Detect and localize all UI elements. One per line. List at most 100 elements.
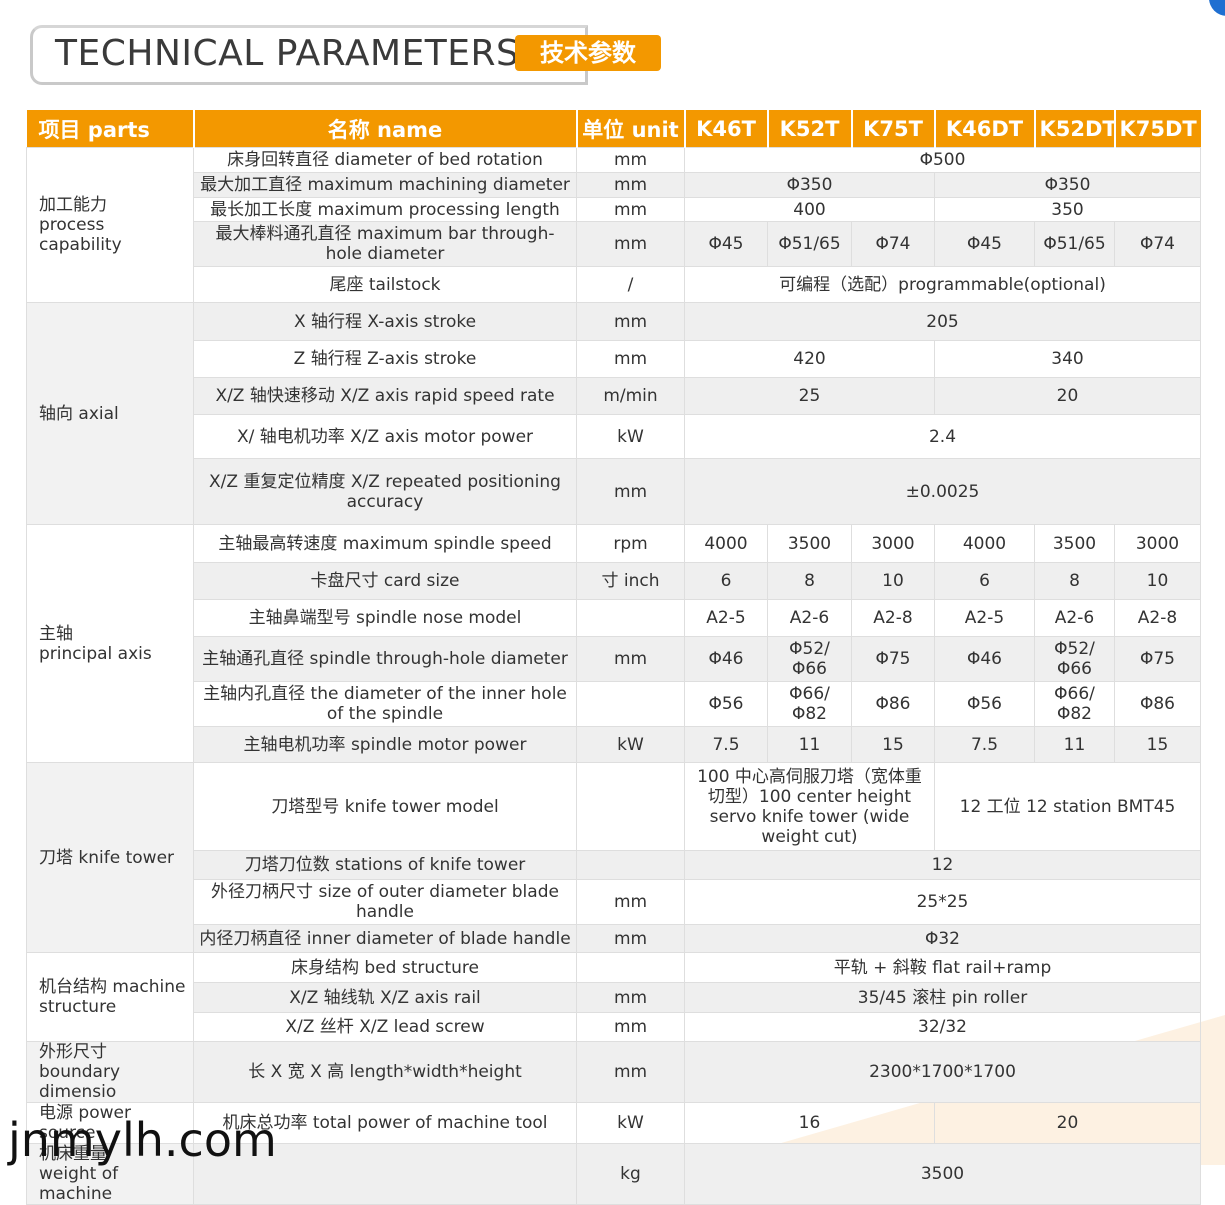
item-name: X/Z 丝杆 X/Z lead screw (193, 1012, 577, 1042)
table-row: 主轴 principal axis 主轴最高转速度 maximum spindle… (26, 524, 1201, 763)
item-name: 床身结构 bed structure (193, 952, 577, 983)
group-label: 轴向 axial (26, 302, 194, 525)
table-row: 最大加工直径 maximum machining diameter mm Φ350 Φ… (27, 172, 1201, 198)
table-row: 最长加工长度 maximum processing length mm 400 350 (27, 197, 1201, 222)
item-name: 主轴内孔直径 the diameter of the inner hole of… (193, 681, 577, 727)
value: 11 (1034, 726, 1115, 763)
table-row: 最大棒料通孔直径 maximum bar through-hole diamet… (27, 221, 1201, 267)
column-header: K46T (683, 110, 768, 148)
unit (576, 599, 685, 637)
value: Φ45 (934, 221, 1035, 267)
item-name: X/Z 轴线轨 X/Z axis rail (193, 982, 577, 1013)
value: 16 (684, 1102, 935, 1144)
unit (576, 952, 685, 983)
unit: mm (576, 458, 685, 525)
value: 6 (684, 562, 768, 600)
value: 10 (851, 562, 935, 600)
value: 20 (934, 1102, 1201, 1144)
value: 3500 (684, 1143, 1201, 1205)
value: 12 (684, 850, 1201, 880)
value: Φ74 (1114, 221, 1201, 267)
value: Φ86 (1114, 681, 1201, 727)
unit: mm (576, 982, 685, 1013)
item-name: 长 X 宽 X 高 length*width*height (193, 1041, 577, 1103)
value: 3500 (767, 524, 852, 563)
unit: mm (576, 221, 685, 267)
unit: mm (576, 924, 685, 953)
group-label: 机台结构 machine structure (26, 952, 194, 1042)
table-row: 机台结构 machine structure 床身结构 bed structure… (26, 952, 1201, 1042)
column-header: 项目 parts (26, 110, 194, 148)
corner-badge (1209, 0, 1225, 16)
table-row: 外径刀柄尺寸 size of outer diameter blade hand… (27, 879, 1201, 925)
item-name: 最大棒料通孔直径 maximum bar through-hole diamet… (193, 221, 577, 267)
value: 8 (767, 562, 852, 600)
unit: 寸 inch (576, 562, 685, 600)
table-row: X/Z 丝杆 X/Z lead screw mm 32/32 (27, 1012, 1201, 1042)
column-header: K52DT (1033, 110, 1115, 148)
unit: kW (576, 726, 685, 763)
page: {"header": {"title": "TECHNICAL PARAMETE… (8, 0, 1225, 1205)
item-name: 外径刀柄尺寸 size of outer diameter blade hand… (193, 879, 577, 925)
group-label: 外形尺寸 boundary dimensio (26, 1041, 194, 1103)
table-row: 卡盘尺寸 card size 寸 inch 6 8 10 6 8 10 (27, 562, 1201, 600)
value: A2-5 (684, 599, 768, 637)
watermark: jnmylh.com (8, 1113, 277, 1167)
table-row: 主轴电机功率 spindle motor power kW 7.5 11 15 7.5 11… (27, 726, 1201, 763)
unit: kW (576, 1102, 685, 1144)
value: Φ66/Φ82 (1034, 681, 1115, 727)
column-header: K75T (850, 110, 935, 148)
item-name: X/Z 重复定位精度 X/Z repeated positioning accu… (193, 458, 577, 525)
value: 350 (934, 197, 1201, 222)
value: 11 (767, 726, 852, 763)
item-name: 最长加工长度 maximum processing length (193, 197, 577, 222)
column-header: K46DT (933, 110, 1035, 148)
table-body: 加工能力 process capability 床身回转直径 diameter o… (26, 147, 1201, 1205)
value: Φ74 (851, 221, 935, 267)
item-name: 卡盘尺寸 card size (193, 562, 577, 600)
value: Φ32 (684, 924, 1201, 953)
table-row: 刀塔刀位数 stations of knife tower 12 (27, 850, 1201, 880)
item-name: X/ 轴电机功率 X/Z axis motor power (193, 414, 577, 459)
table-row: 外形尺寸 boundary dimensio 长 X 宽 X 高 length*w… (26, 1041, 1201, 1103)
table-row: 加工能力 process capability 床身回转直径 diameter o… (26, 147, 1201, 303)
column-header: K52T (766, 110, 852, 148)
value: 20 (934, 377, 1201, 415)
unit: mm (576, 172, 685, 198)
value: Φ52/Φ66 (767, 636, 852, 682)
table-row: 主轴内孔直径 the diameter of the inner hole of… (27, 681, 1201, 727)
value: Φ66/Φ82 (767, 681, 852, 727)
value: Φ500 (684, 147, 1201, 173)
item-name: 刀塔型号 knife tower model (193, 762, 577, 851)
value: Φ46 (934, 636, 1035, 682)
value: 12 工位 12 station BMT45 (934, 762, 1201, 851)
value: Φ75 (851, 636, 935, 682)
value: 3000 (1114, 524, 1201, 563)
value: 35/45 滚柱 pin roller (684, 982, 1201, 1013)
table-row: 内径刀柄直径 inner diameter of blade handle mm Φ… (27, 924, 1201, 953)
value: 3000 (851, 524, 935, 563)
unit: mm (576, 636, 685, 682)
value: Φ46 (684, 636, 768, 682)
value: 205 (684, 302, 1201, 341)
unit: / (576, 266, 685, 303)
unit (576, 681, 685, 727)
unit: m/min (576, 377, 685, 415)
table-row: X/Z 轴线轨 X/Z axis rail mm 35/45 滚柱 pin roll… (27, 982, 1201, 1013)
item-name: 机床总功率 total power of machine tool (193, 1102, 577, 1144)
table-row: Z 轴行程 Z-axis stroke mm 420 340 (27, 340, 1201, 378)
unit: mm (576, 302, 685, 341)
item-name: 床身回转直径 diameter of bed rotation (193, 147, 577, 173)
value: 可编程（选配）programmable(optional) (684, 266, 1201, 303)
item-name: Z 轴行程 Z-axis stroke (193, 340, 577, 378)
unit: mm (576, 197, 685, 222)
value: A2-6 (1034, 599, 1115, 637)
item-name: 主轴最高转速度 maximum spindle speed (193, 524, 577, 563)
item-name: 尾座 tailstock (193, 266, 577, 303)
value: 2300*1700*1700 (684, 1041, 1201, 1103)
value: 400 (684, 197, 935, 222)
group-label: 主轴 principal axis (26, 524, 194, 763)
value: ±0.0025 (684, 458, 1201, 525)
value: Φ56 (934, 681, 1035, 727)
value: 25*25 (684, 879, 1201, 925)
